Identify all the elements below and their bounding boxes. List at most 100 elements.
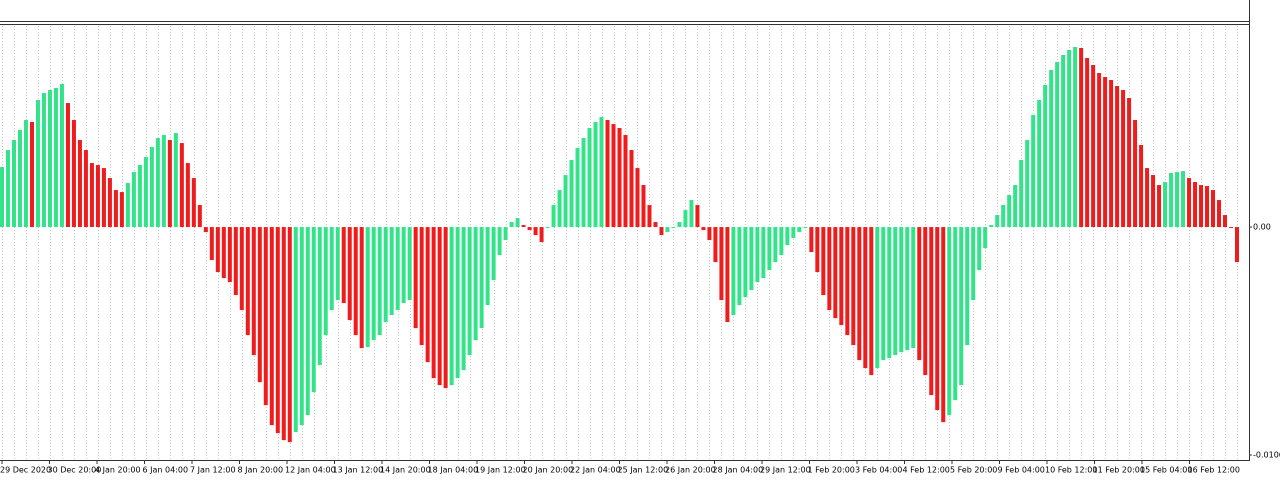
bar bbox=[593, 122, 598, 228]
bar bbox=[479, 227, 484, 329]
bar bbox=[857, 227, 862, 361]
bar bbox=[449, 227, 454, 386]
bar bbox=[599, 117, 604, 228]
x-tick-label: 20 Jan 20:00 bbox=[523, 466, 574, 475]
bar bbox=[143, 157, 148, 228]
bar bbox=[821, 227, 826, 296]
bar bbox=[947, 227, 952, 416]
bar bbox=[665, 227, 670, 233]
bar bbox=[887, 227, 892, 359]
bar bbox=[707, 227, 712, 241]
bar bbox=[1187, 178, 1192, 228]
bar bbox=[755, 227, 760, 283]
bar bbox=[587, 128, 592, 228]
bar bbox=[305, 227, 310, 416]
bar bbox=[809, 227, 814, 253]
bar bbox=[245, 227, 250, 336]
bar bbox=[1091, 65, 1096, 228]
bar bbox=[779, 227, 784, 256]
bar bbox=[1229, 227, 1234, 229]
bar bbox=[173, 133, 178, 228]
x-tick-label: 28 Jan 04:00 bbox=[713, 466, 764, 475]
bar bbox=[635, 168, 640, 228]
bar bbox=[1055, 62, 1060, 228]
bar bbox=[989, 225, 994, 228]
bar bbox=[251, 227, 256, 356]
bar bbox=[323, 227, 328, 336]
bar bbox=[1223, 215, 1228, 228]
x-tick-label: 16 Feb 12:00 bbox=[1188, 466, 1240, 475]
bar bbox=[515, 218, 520, 228]
bar bbox=[719, 227, 724, 301]
bar bbox=[407, 227, 412, 301]
bar bbox=[965, 227, 970, 346]
bar bbox=[815, 227, 820, 273]
bar bbox=[263, 227, 268, 406]
bars bbox=[0, 47, 1239, 443]
bar bbox=[557, 190, 562, 228]
bar bbox=[17, 130, 22, 228]
bar bbox=[575, 148, 580, 228]
bar bbox=[1007, 195, 1012, 228]
x-tick-label: 3 Feb 04:00 bbox=[855, 466, 902, 475]
bar bbox=[491, 227, 496, 281]
bar bbox=[359, 227, 364, 349]
bar bbox=[899, 227, 904, 353]
bar bbox=[413, 227, 418, 329]
bar bbox=[629, 150, 634, 228]
bar bbox=[659, 227, 664, 236]
bar bbox=[617, 128, 622, 228]
bar bbox=[761, 227, 766, 279]
bar bbox=[221, 227, 226, 279]
bar bbox=[185, 163, 190, 228]
bar bbox=[677, 222, 682, 228]
bar bbox=[917, 227, 922, 361]
bar bbox=[737, 227, 742, 306]
bar bbox=[773, 227, 778, 263]
bar bbox=[539, 227, 544, 243]
bar bbox=[383, 227, 388, 323]
bar bbox=[911, 227, 916, 349]
bar bbox=[0, 167, 4, 228]
x-tick-label: 11 Feb 20:00 bbox=[1093, 466, 1145, 475]
bar bbox=[1151, 175, 1156, 228]
bar bbox=[1097, 73, 1102, 228]
bar bbox=[5, 150, 10, 228]
bar bbox=[395, 227, 400, 311]
bar bbox=[119, 192, 124, 228]
x-tick-label: 9 Feb 04:00 bbox=[998, 466, 1045, 475]
bar bbox=[209, 227, 214, 261]
bar bbox=[1043, 85, 1048, 228]
bar bbox=[977, 227, 982, 271]
x-tick-label: 18 Jan 04:00 bbox=[428, 466, 479, 475]
bar bbox=[1157, 185, 1162, 228]
bar bbox=[839, 227, 844, 326]
bar bbox=[713, 227, 718, 263]
bar bbox=[179, 143, 184, 228]
bar bbox=[167, 140, 172, 228]
bar bbox=[59, 84, 64, 228]
bar bbox=[467, 227, 472, 356]
bar bbox=[881, 227, 886, 361]
bar bbox=[935, 227, 940, 411]
bar bbox=[701, 227, 706, 231]
bar bbox=[509, 222, 514, 228]
bar bbox=[461, 227, 466, 371]
bar bbox=[137, 165, 142, 228]
x-tick-label: 5 Feb 20:00 bbox=[950, 466, 997, 475]
bar bbox=[1061, 55, 1066, 228]
bar bbox=[833, 227, 838, 319]
bar bbox=[875, 227, 880, 369]
bar bbox=[1073, 47, 1078, 228]
bar bbox=[203, 227, 208, 233]
bar bbox=[653, 222, 658, 228]
bar bbox=[389, 227, 394, 316]
bar bbox=[1025, 140, 1030, 228]
bar bbox=[533, 227, 538, 236]
bar bbox=[131, 172, 136, 228]
bar bbox=[797, 227, 802, 233]
bar bbox=[215, 227, 220, 273]
bar bbox=[425, 227, 430, 363]
